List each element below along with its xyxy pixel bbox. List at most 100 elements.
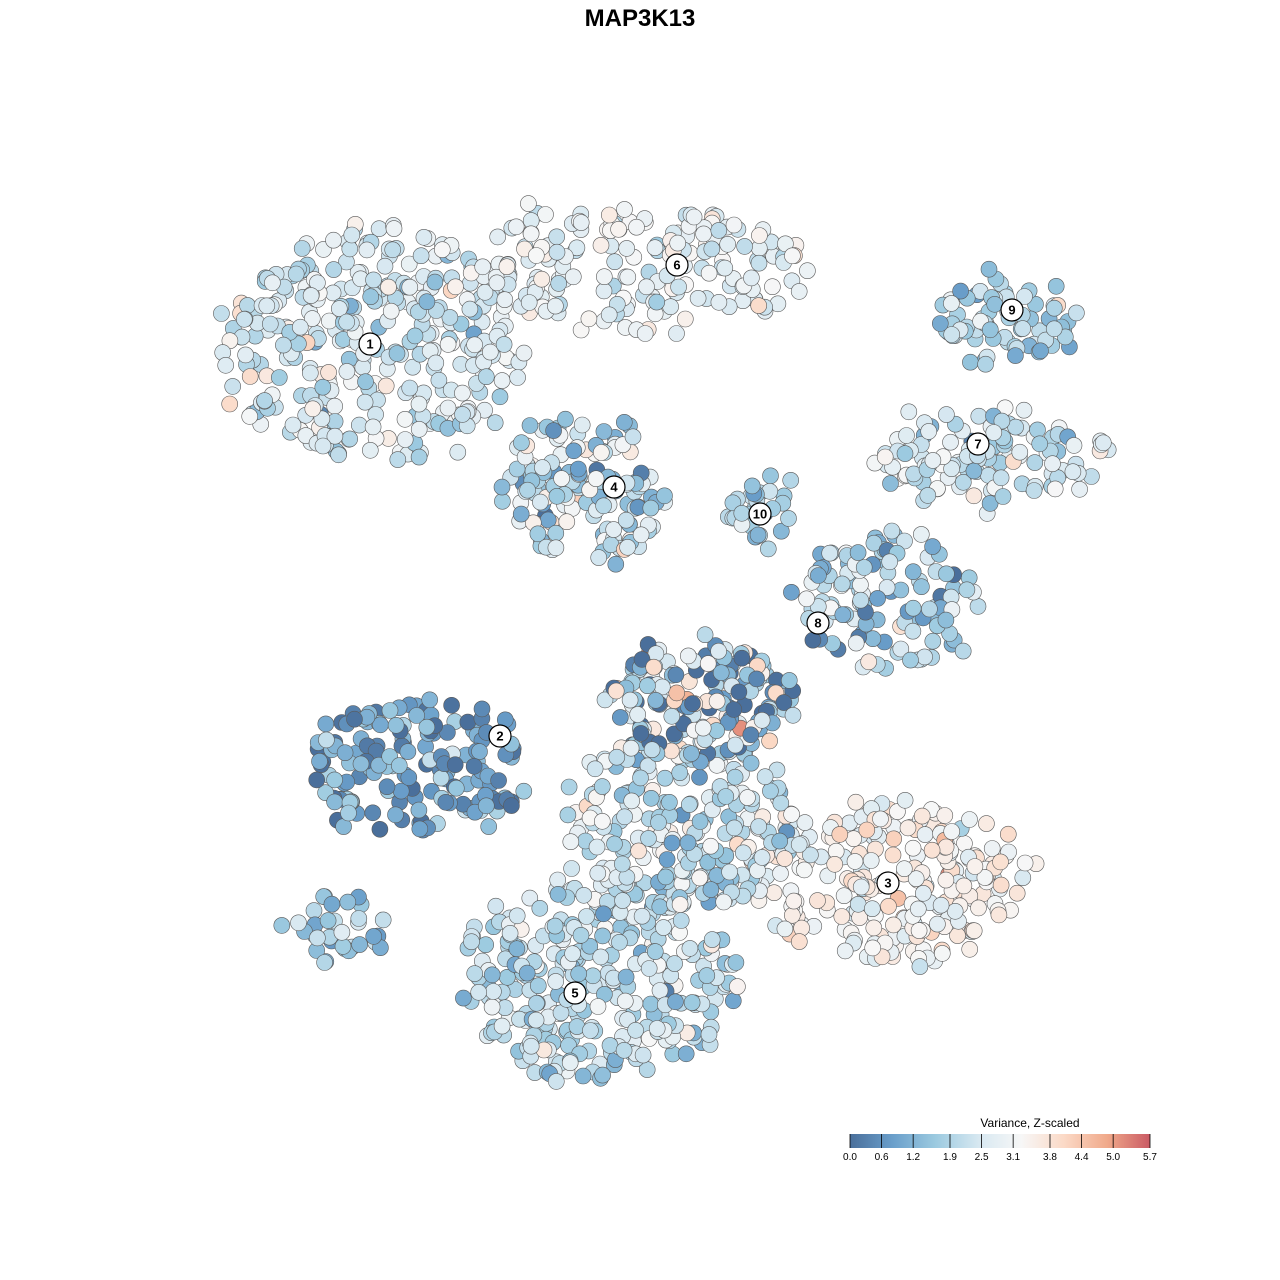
data-point [726, 736, 744, 754]
data-point [595, 497, 612, 515]
data-point [584, 967, 602, 985]
cluster-label-7: 7 [966, 432, 990, 456]
data-point [799, 262, 816, 280]
data-point [483, 966, 501, 984]
data-point [657, 868, 675, 886]
cluster-label-text: 3 [884, 876, 891, 891]
data-point [528, 994, 545, 1012]
data-point [595, 423, 613, 440]
data-point [314, 378, 332, 396]
data-point [734, 844, 752, 862]
data-point [426, 273, 444, 291]
data-point [275, 336, 292, 354]
cluster-label-badge [563, 981, 587, 1005]
data-point [361, 441, 379, 459]
data-point [676, 310, 694, 328]
data-point [1065, 437, 1083, 454]
data-point [387, 806, 404, 824]
data-point [790, 283, 808, 300]
data-point [400, 255, 418, 273]
data-point [317, 715, 335, 733]
data-point [463, 933, 480, 951]
data-point [961, 811, 978, 828]
data-point [470, 983, 488, 1001]
data-point [696, 626, 714, 644]
data-point [864, 630, 882, 648]
data-point [611, 933, 628, 951]
data-point [483, 998, 501, 1016]
data-point [719, 236, 737, 253]
cluster-label-text: 1 [366, 337, 373, 352]
legend-tick-label: 5.7 [1143, 1152, 1157, 1163]
data-point [761, 732, 778, 750]
data-point [346, 710, 363, 728]
data-point [892, 640, 910, 658]
data-point [892, 581, 910, 599]
scatter-points [213, 195, 1117, 1090]
data-point [863, 900, 881, 918]
data-point [592, 948, 610, 966]
data-point [684, 695, 701, 712]
data-point [702, 881, 720, 898]
data-point [270, 369, 288, 386]
data-point [937, 838, 955, 856]
data-point [508, 940, 526, 958]
data-point [849, 895, 867, 913]
data-point [976, 869, 994, 886]
data-point [708, 692, 726, 710]
legend-tick-label: 0.6 [875, 1152, 889, 1163]
data-point [619, 268, 637, 286]
data-point [490, 772, 507, 789]
data-point [596, 691, 614, 709]
data-point [725, 819, 743, 837]
data-point [302, 287, 320, 304]
data-point [920, 423, 938, 440]
data-point [895, 860, 913, 878]
data-point [977, 355, 994, 373]
data-point [546, 917, 564, 935]
data-point [491, 388, 509, 406]
data-point [916, 648, 933, 666]
data-point [578, 908, 595, 925]
data-point [439, 399, 457, 417]
data-point [896, 791, 914, 809]
data-point [750, 254, 768, 272]
data-point [553, 470, 570, 487]
data-point [304, 400, 322, 418]
cluster-label-text: 5 [571, 986, 578, 1001]
data-point [606, 835, 623, 853]
legend-tick-label: 2.5 [975, 1152, 989, 1163]
data-point [642, 789, 660, 807]
data-point [980, 260, 998, 278]
data-point [1025, 482, 1043, 499]
data-point [924, 538, 941, 555]
data-point [630, 842, 647, 860]
data-point [937, 871, 955, 889]
data-point [564, 268, 582, 286]
data-point [880, 897, 897, 915]
data-point [937, 611, 955, 629]
data-point [507, 218, 525, 236]
data-point [531, 899, 549, 917]
data-point [498, 258, 516, 276]
data-point [362, 288, 380, 306]
data-point [611, 709, 629, 726]
data-point [999, 825, 1017, 843]
data-point [985, 424, 1003, 441]
data-point [833, 908, 851, 925]
data-point [487, 897, 505, 915]
data-point [869, 590, 886, 607]
data-point [378, 778, 396, 796]
data-point [919, 487, 937, 504]
data-point [537, 206, 554, 223]
data-point [936, 807, 954, 824]
data-point [943, 326, 961, 343]
data-point [560, 778, 578, 796]
data-point [1068, 304, 1085, 322]
data-point [627, 1022, 644, 1039]
data-point [885, 830, 903, 848]
data-point [983, 840, 1001, 857]
data-point [783, 806, 800, 823]
data-point [955, 877, 973, 895]
